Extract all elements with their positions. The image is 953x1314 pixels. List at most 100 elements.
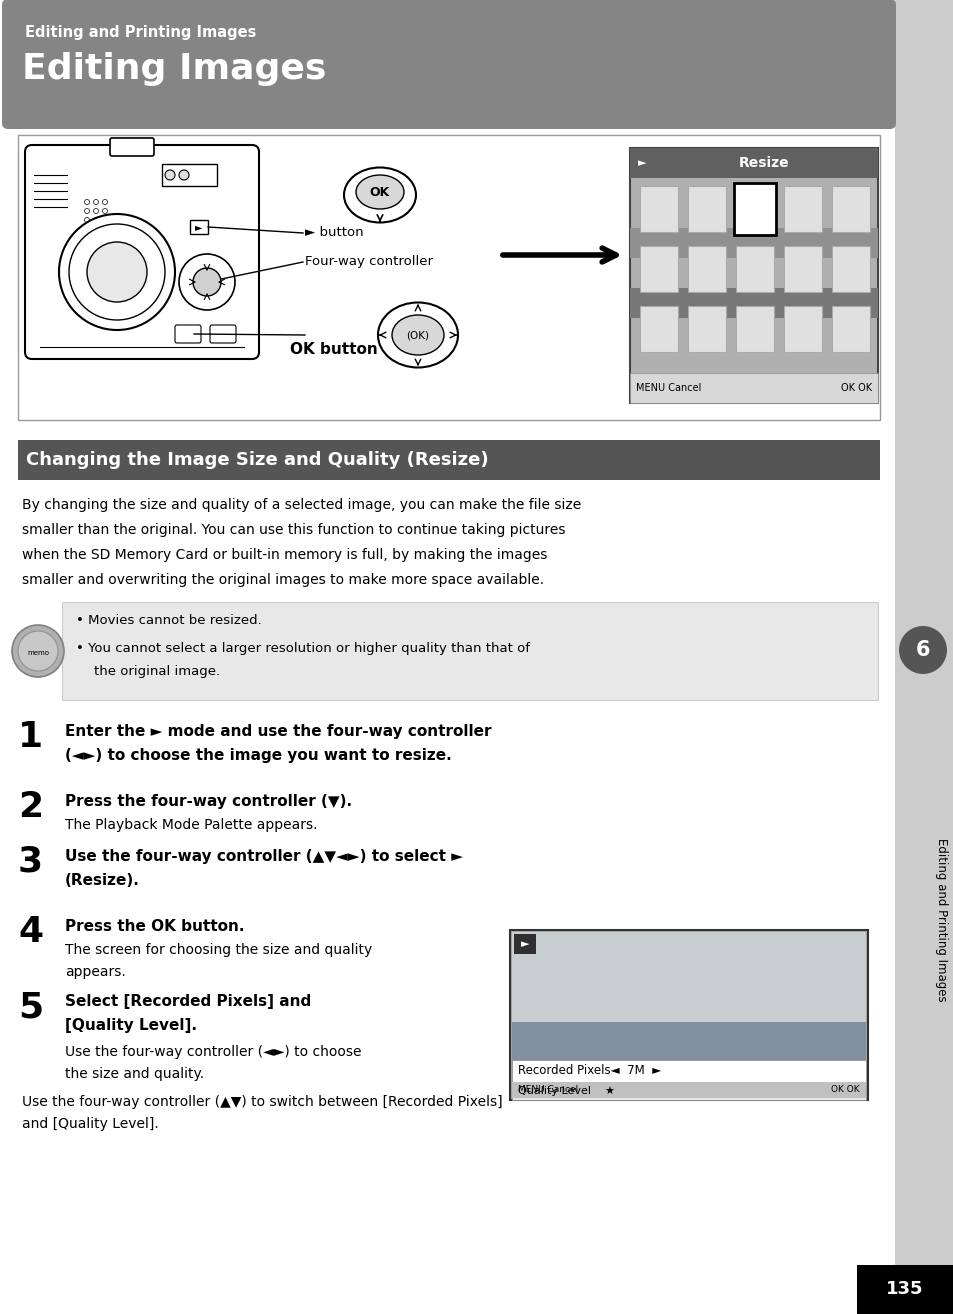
Ellipse shape	[355, 175, 403, 209]
FancyBboxPatch shape	[110, 138, 153, 156]
Bar	[831, 187, 869, 233]
Text: Quality Level    ★: Quality Level ★	[517, 1085, 615, 1096]
Bar	[639, 187, 678, 233]
Text: OK button: OK button	[290, 343, 377, 357]
Bar	[856, 1265, 953, 1314]
Text: memo: memo	[27, 650, 49, 656]
Circle shape	[193, 268, 221, 296]
Text: Enter the ► mode and use the four-way controller: Enter the ► mode and use the four-way co…	[65, 724, 491, 738]
FancyBboxPatch shape	[25, 145, 258, 359]
Text: MENU Cancel: MENU Cancel	[636, 382, 700, 393]
Ellipse shape	[392, 315, 443, 355]
Text: ►: ►	[638, 158, 646, 168]
Bar	[512, 1081, 865, 1099]
Text: OK OK: OK OK	[840, 382, 871, 393]
Text: ►: ►	[520, 940, 529, 949]
Text: (◄►) to choose the image you want to resize.: (◄►) to choose the image you want to res…	[65, 748, 452, 763]
Bar	[510, 930, 867, 1100]
Circle shape	[59, 214, 174, 330]
FancyBboxPatch shape	[210, 325, 235, 343]
Circle shape	[165, 170, 174, 180]
Bar	[687, 187, 725, 233]
Text: Use the four-way controller (▲▼◄►) to select ►: Use the four-way controller (▲▼◄►) to se…	[65, 849, 462, 865]
Text: Four-way controller: Four-way controller	[305, 255, 433, 268]
Circle shape	[69, 223, 165, 321]
Bar	[639, 246, 678, 292]
Ellipse shape	[377, 302, 457, 368]
Bar	[783, 246, 821, 292]
Text: [Quality Level].: [Quality Level].	[65, 1018, 196, 1033]
Text: Use the four-way controller (▲▼) to switch between [Recorded Pixels]: Use the four-way controller (▲▼) to swit…	[22, 1095, 502, 1109]
Circle shape	[12, 625, 64, 677]
Text: appears.: appears.	[65, 964, 126, 979]
Bar	[733, 183, 775, 235]
Bar	[514, 934, 536, 954]
Bar	[831, 246, 869, 292]
Text: Editing and Printing Images: Editing and Printing Images	[25, 25, 256, 39]
Circle shape	[85, 209, 90, 213]
Bar	[512, 932, 865, 1022]
Text: Recorded Pixels◄  7M  ►: Recorded Pixels◄ 7M ►	[517, 1064, 660, 1077]
Text: Select [Recorded Pixels] and: Select [Recorded Pixels] and	[65, 993, 311, 1009]
Bar	[629, 148, 877, 177]
Text: MENU Cancel: MENU Cancel	[517, 1085, 578, 1095]
Bar	[629, 373, 877, 403]
Bar	[512, 1022, 865, 1060]
Bar	[687, 306, 725, 352]
Bar	[639, 306, 678, 352]
Ellipse shape	[344, 167, 416, 222]
Text: Resize: Resize	[738, 156, 788, 170]
Text: 1: 1	[18, 720, 43, 754]
Bar	[687, 246, 725, 292]
Text: 3: 3	[18, 845, 43, 879]
Text: ►: ►	[195, 222, 203, 233]
Text: The screen for choosing the size and quality: The screen for choosing the size and qua…	[65, 943, 372, 957]
Text: OK: OK	[370, 185, 390, 198]
Circle shape	[93, 209, 98, 213]
Circle shape	[85, 200, 90, 205]
Text: and [Quality Level].: and [Quality Level].	[22, 1117, 158, 1131]
Bar	[735, 187, 773, 233]
Text: the original image.: the original image.	[94, 665, 220, 678]
Bar	[512, 1060, 865, 1081]
Text: Editing Images: Editing Images	[22, 53, 326, 85]
Circle shape	[18, 631, 58, 671]
Bar	[162, 164, 216, 187]
Circle shape	[179, 254, 234, 310]
Bar	[783, 306, 821, 352]
Bar	[629, 288, 877, 318]
Circle shape	[898, 625, 946, 674]
Text: • You cannot select a larger resolution or higher quality than that of: • You cannot select a larger resolution …	[76, 643, 530, 654]
Circle shape	[102, 200, 108, 205]
Text: The Playback Mode Palette appears.: The Playback Mode Palette appears.	[65, 819, 317, 832]
Text: 6: 6	[915, 640, 929, 660]
Text: Use the four-way controller (◄►) to choose: Use the four-way controller (◄►) to choo…	[65, 1045, 361, 1059]
Circle shape	[87, 242, 147, 302]
Bar	[831, 306, 869, 352]
Text: when the SD Memory Card or built-in memory is full, by making the images: when the SD Memory Card or built-in memo…	[22, 548, 547, 562]
Bar	[735, 306, 773, 352]
Bar	[629, 148, 877, 403]
Text: • Movies cannot be resized.: • Movies cannot be resized.	[76, 614, 261, 627]
Text: smaller than the original. You can use this function to continue taking pictures: smaller than the original. You can use t…	[22, 523, 565, 537]
Bar	[783, 187, 821, 233]
Bar	[629, 229, 877, 258]
Circle shape	[102, 218, 108, 222]
FancyBboxPatch shape	[2, 0, 895, 129]
Circle shape	[102, 209, 108, 213]
Text: ► button: ► button	[305, 226, 363, 239]
Text: Changing the Image Size and Quality (Resize): Changing the Image Size and Quality (Res…	[26, 451, 488, 469]
Text: 4: 4	[18, 915, 43, 949]
Circle shape	[85, 218, 90, 222]
Text: By changing the size and quality of a selected image, you can make the file size: By changing the size and quality of a se…	[22, 498, 580, 512]
Text: Editing and Printing Images: Editing and Printing Images	[935, 838, 947, 1001]
Text: 2: 2	[18, 790, 43, 824]
FancyBboxPatch shape	[174, 325, 201, 343]
Bar	[512, 1081, 865, 1100]
Text: the size and quality.: the size and quality.	[65, 1067, 204, 1081]
Text: (Resize).: (Resize).	[65, 872, 140, 888]
Text: OK OK: OK OK	[830, 1085, 859, 1095]
Bar	[18, 440, 879, 480]
Bar	[18, 135, 879, 420]
Text: Press the four-way controller (▼).: Press the four-way controller (▼).	[65, 794, 352, 809]
